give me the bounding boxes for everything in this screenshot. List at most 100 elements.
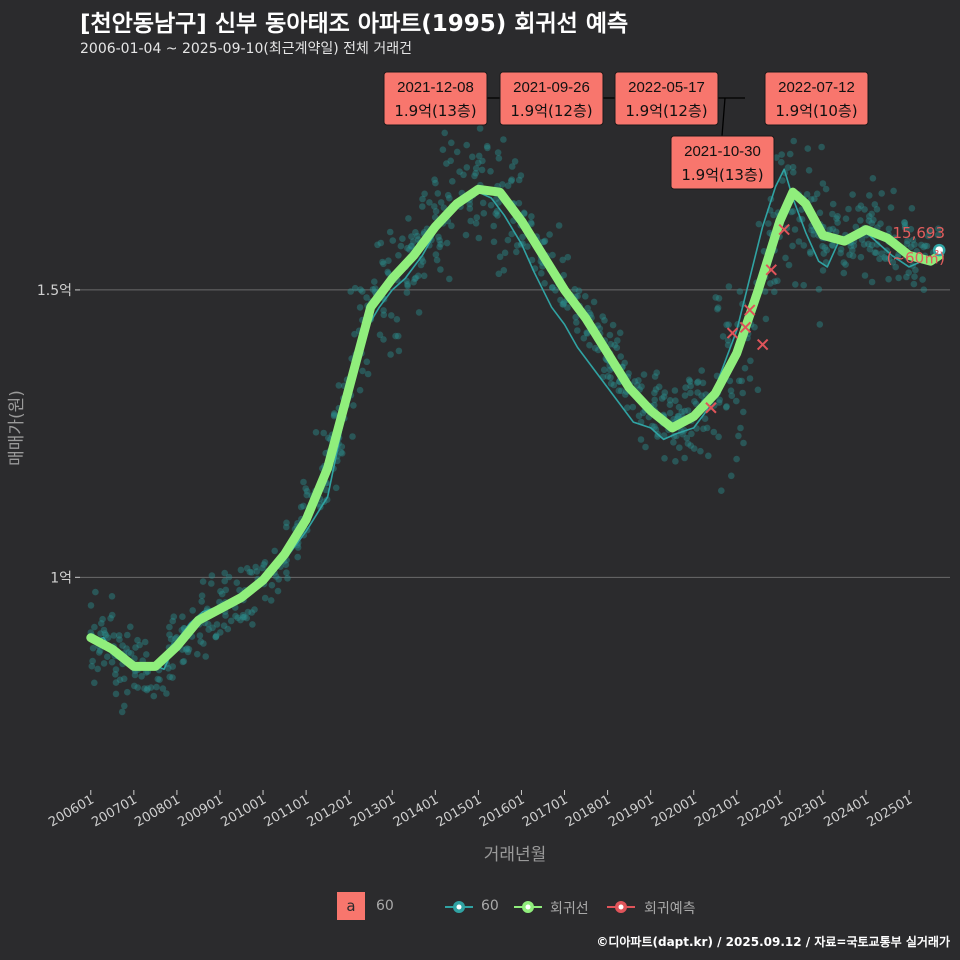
scatter-point <box>901 224 909 231</box>
scatter-point <box>865 217 873 224</box>
scatter-point <box>686 378 694 385</box>
scatter-point <box>541 238 548 246</box>
scatter-point <box>925 232 932 240</box>
scatter-point <box>436 243 443 251</box>
scatter-point <box>614 337 621 344</box>
scatter-point <box>259 564 266 572</box>
scatter-point <box>901 219 908 226</box>
x-tick-label: 202001 <box>649 792 699 830</box>
scatter-point <box>601 317 608 324</box>
scatter-point <box>127 650 135 657</box>
scatter-point <box>622 391 629 398</box>
scatter-point <box>330 411 338 419</box>
scatter-point <box>222 612 229 619</box>
scatter-point <box>670 416 677 423</box>
scatter-point <box>471 172 478 180</box>
scatter-point <box>322 486 330 494</box>
scatter-point <box>205 626 212 633</box>
scatter-point <box>771 288 778 296</box>
scatter-point <box>141 685 148 692</box>
scatter-point <box>806 248 814 256</box>
scatter-point <box>850 242 858 249</box>
scatter-point <box>528 213 535 220</box>
scatter-point <box>857 253 865 261</box>
scatter-point <box>484 144 491 152</box>
scatter-point <box>253 568 261 575</box>
scatter-point <box>415 309 423 316</box>
scatter-point <box>715 295 723 302</box>
scatter-point <box>746 375 754 382</box>
scatter-point <box>479 157 486 165</box>
scatter-point <box>134 636 141 644</box>
scatter-point <box>275 576 283 583</box>
scatter-point <box>539 238 547 246</box>
scatter-point <box>143 651 150 658</box>
scatter-point <box>687 442 694 449</box>
scatter-point <box>688 430 695 438</box>
x-tick-label: 201701 <box>520 792 570 830</box>
scatter-point <box>395 252 402 259</box>
scatter-point <box>121 702 128 710</box>
chart-title: [천안동남구] 신부 동아태조 아파트(1995) 회귀선 예측 <box>80 11 629 37</box>
scatter-point <box>607 380 615 387</box>
scatter-point <box>112 666 120 673</box>
scatter-point <box>102 631 110 639</box>
forecast-point <box>756 338 769 351</box>
scatter-point <box>846 251 853 259</box>
scatter-point <box>380 307 387 314</box>
scatter-point <box>302 485 310 492</box>
scatter-point <box>738 377 745 385</box>
scatter-point <box>131 682 138 690</box>
scatter-point <box>771 278 778 285</box>
scatter-point <box>586 341 593 349</box>
scatter-point <box>821 244 829 251</box>
scatter-point <box>834 219 841 226</box>
scatter-point <box>642 443 649 451</box>
scatter-point <box>507 177 515 185</box>
scatter-point <box>524 243 531 250</box>
scatter-point <box>221 577 228 585</box>
scatter-point <box>487 168 494 175</box>
scatter-point <box>170 613 178 620</box>
scatter-point <box>475 234 483 242</box>
scatter-point <box>885 225 893 233</box>
scatter-point <box>446 194 453 202</box>
scatter-point <box>607 340 614 348</box>
scatter-point <box>820 250 828 257</box>
scatter-point <box>99 615 106 623</box>
annotation-leader <box>721 97 726 137</box>
scatter-point <box>220 622 228 629</box>
scatter-point <box>501 249 509 257</box>
scatter-point <box>712 294 719 301</box>
scatter-point <box>778 151 785 158</box>
scatter-point <box>380 336 387 343</box>
scatter-point <box>786 150 794 158</box>
scatter-point <box>515 176 523 184</box>
scatter-point <box>819 267 827 274</box>
scatter-point <box>805 167 813 174</box>
scatter-point <box>837 249 844 257</box>
scatter-point <box>499 181 506 188</box>
scatter-point <box>747 357 754 365</box>
scatter-point <box>842 215 850 222</box>
scatter-point <box>163 690 170 697</box>
scatter-point <box>246 568 254 576</box>
scatter-point <box>261 559 269 566</box>
scatter-point <box>439 146 447 153</box>
scatter-point <box>651 396 658 404</box>
scatter-point <box>926 227 933 235</box>
scatter-point <box>467 217 475 225</box>
scatter-point <box>617 353 624 360</box>
scatter-point <box>449 178 456 185</box>
scatter-point <box>94 665 101 673</box>
scatter-point <box>363 294 370 301</box>
forecast-point <box>726 327 739 339</box>
scatter-point <box>243 614 250 622</box>
scatter-point <box>866 192 873 199</box>
scatter-point <box>819 180 827 187</box>
scatter-point <box>406 246 413 253</box>
scatter-point <box>283 523 290 531</box>
x-tick-label: 202401 <box>822 792 872 830</box>
scatter-point <box>808 226 815 234</box>
scatter-point <box>816 209 824 217</box>
